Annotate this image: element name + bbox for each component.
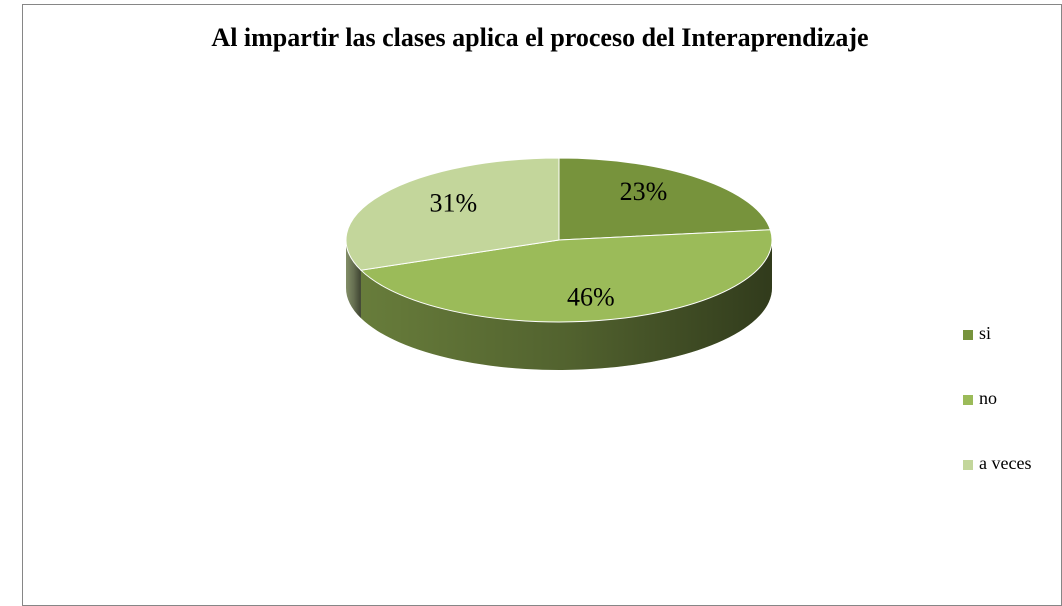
- legend-swatch: [963, 395, 973, 405]
- data-label: 31%: [429, 188, 477, 217]
- legend-label: a veces: [979, 453, 1031, 473]
- slice-side-shade: [346, 240, 361, 319]
- legend-swatch: [963, 330, 973, 340]
- slice-side-shade: [360, 240, 772, 371]
- legend-swatch: [963, 460, 973, 470]
- data-label: 46%: [567, 283, 615, 312]
- data-label: 23%: [620, 177, 668, 206]
- slice: [345, 157, 560, 271]
- slice: [359, 229, 773, 323]
- legend-label: no: [979, 388, 997, 408]
- chart-title: Al impartir las clases aplica el proceso…: [211, 23, 868, 52]
- slice: [558, 157, 772, 241]
- legend-label: si: [979, 323, 991, 343]
